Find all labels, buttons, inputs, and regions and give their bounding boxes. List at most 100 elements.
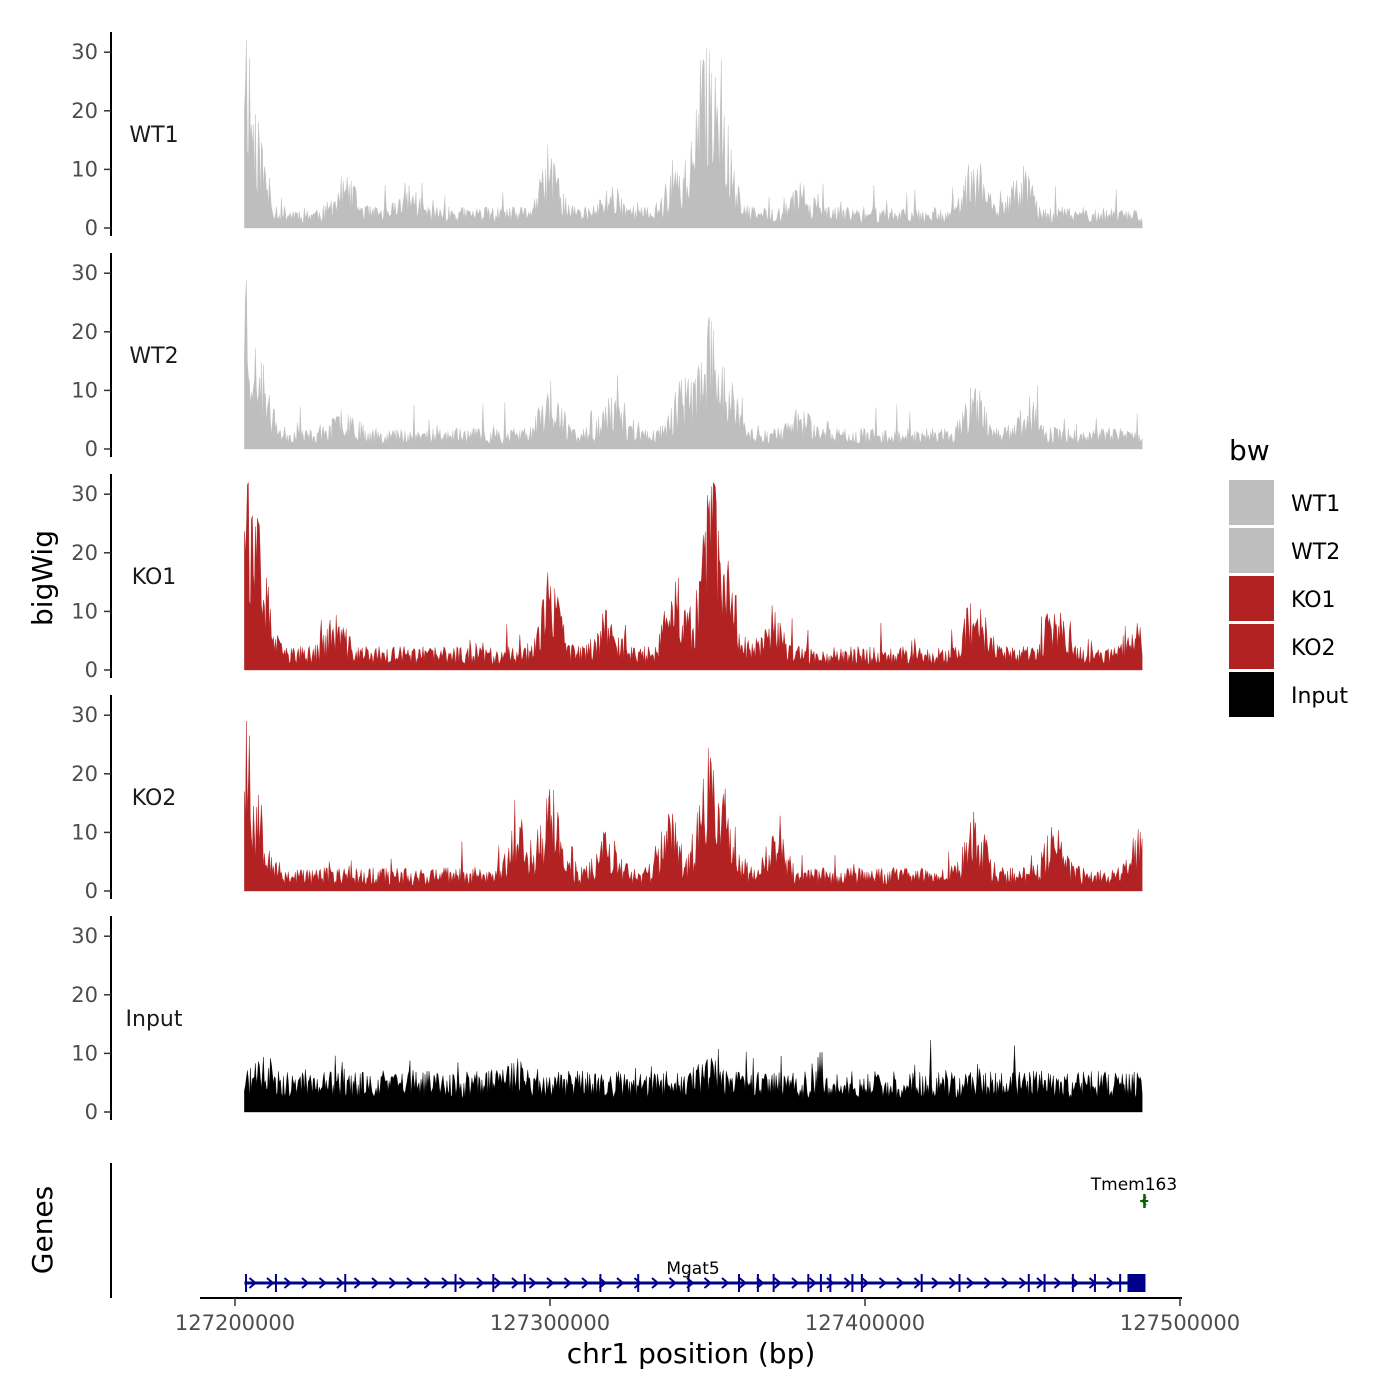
track-label-ko2: KO2 — [132, 786, 177, 811]
exon — [637, 1274, 640, 1292]
strand-arrow — [913, 1277, 923, 1289]
legend-key-wt1 — [1229, 480, 1274, 525]
exon — [920, 1274, 923, 1292]
strand-arrow — [651, 1277, 660, 1289]
strand-arrow — [948, 1277, 958, 1289]
strand-arrow — [598, 1277, 608, 1289]
track-label-ko1: KO1 — [132, 565, 177, 590]
panel-ko2: 0 10 20 30 KO2 — [71, 695, 1143, 903]
strand-arrow — [843, 1277, 853, 1289]
y-tick-label: 10 — [71, 378, 98, 402]
exon — [274, 1274, 277, 1292]
legend-label: WT1 — [1291, 492, 1340, 517]
x-axis: chr1 position (bp) 127200000 127300000 127… — [175, 1297, 1240, 1370]
strand-arrow — [441, 1277, 450, 1289]
strand-arrow — [546, 1277, 555, 1289]
strand-arrow — [773, 1277, 783, 1289]
exon — [687, 1274, 690, 1292]
panel-input: 0 10 20 30 Input — [71, 916, 1143, 1124]
strand-arrow — [528, 1277, 538, 1289]
strand-arrow — [1071, 1277, 1080, 1289]
strand-arrow — [966, 1277, 975, 1289]
strand-arrow — [1053, 1277, 1063, 1289]
strand-arrow — [493, 1277, 503, 1289]
x-tick-label: 127300000 — [490, 1311, 610, 1335]
y-tick-label: 20 — [71, 320, 98, 344]
exon — [860, 1274, 863, 1292]
legend-title: bw — [1229, 434, 1270, 467]
strand-arrow — [668, 1277, 678, 1289]
y-tick-label: 10 — [71, 157, 98, 181]
y-tick-label: 30 — [71, 40, 98, 64]
strand-arrow — [1141, 1196, 1147, 1206]
gene-mgat5: Mgat5 — [244, 1259, 1146, 1292]
genes-track-title: Genes — [26, 1186, 59, 1274]
signal-area-wt2 — [244, 279, 1143, 450]
strand-arrow — [861, 1277, 870, 1289]
strand-arrow — [511, 1277, 520, 1289]
strand-arrow — [1001, 1277, 1010, 1289]
y-tick-label: 30 — [71, 924, 98, 948]
exon — [1119, 1274, 1122, 1292]
x-tick-label: 127500000 — [1120, 1311, 1240, 1335]
y-tick-label: 10 — [71, 599, 98, 623]
panel-wt1: 0 10 20 30 WT1 — [71, 32, 1143, 240]
exon — [958, 1274, 961, 1292]
strand-arrow — [1036, 1277, 1045, 1289]
strand-arrow — [563, 1277, 573, 1289]
y-tick-label: 30 — [71, 482, 98, 506]
track-label-input: Input — [126, 1007, 183, 1032]
genes-track: Genes Mgat5 Tmem163 — [26, 1163, 1177, 1298]
signal-panels: 0 10 20 30 WT1 0 10 20 30 WT2 0 10 20 30 KO1 0 10 20 30 KO2… — [71, 32, 1143, 1124]
legend-label: KO1 — [1291, 588, 1336, 613]
strand-arrow — [931, 1277, 940, 1289]
strand-arrow — [371, 1277, 380, 1289]
strand-arrow — [388, 1277, 398, 1289]
strand-arrow — [738, 1277, 748, 1289]
y-tick-label: 20 — [71, 762, 98, 786]
strand-arrow — [756, 1277, 765, 1289]
strand-arrow — [808, 1277, 818, 1289]
exon — [819, 1274, 822, 1292]
strand-arrow — [703, 1277, 713, 1289]
exon — [772, 1274, 775, 1292]
legend-key-ko2 — [1229, 624, 1274, 669]
y-tick-label: 0 — [85, 437, 98, 461]
y-tick-label: 10 — [71, 820, 98, 844]
legend-label: KO2 — [1291, 636, 1336, 661]
strand-arrow — [878, 1277, 888, 1289]
exon — [1093, 1274, 1096, 1292]
signal-area-wt1 — [244, 40, 1143, 229]
exon — [1043, 1274, 1046, 1292]
legend-label: Input — [1291, 684, 1348, 709]
strand-arrow — [581, 1277, 590, 1289]
gene-label: Tmem163 — [1090, 1175, 1177, 1195]
strand-arrow — [616, 1277, 625, 1289]
panel-ko1: 0 10 20 30 KO1 — [71, 474, 1143, 682]
strand-arrow — [406, 1277, 415, 1289]
exon — [1071, 1274, 1074, 1292]
strand-arrow — [458, 1277, 468, 1289]
exon — [344, 1274, 347, 1292]
y-tick-label: 10 — [71, 1041, 98, 1065]
strand-arrow — [896, 1277, 905, 1289]
gene-tmem163: Tmem163 — [1090, 1175, 1177, 1208]
y-tick-label: 20 — [71, 983, 98, 1007]
strand-arrow — [791, 1277, 800, 1289]
legend: bw WT1 WT2 KO1 KO2 Input — [1229, 434, 1348, 717]
strand-arrow — [1018, 1277, 1028, 1289]
exon — [1143, 1194, 1146, 1208]
y-tick-label: 30 — [71, 261, 98, 285]
x-axis-title: chr1 position (bp) — [567, 1337, 816, 1370]
y-tick-label: 0 — [85, 658, 98, 682]
strand-arrow — [721, 1277, 730, 1289]
panel-wt2: 0 10 20 30 WT2 — [71, 253, 1143, 461]
strand-arrow — [336, 1277, 345, 1289]
x-tick-label: 127400000 — [805, 1311, 925, 1335]
y-axis-title: bigWig — [26, 530, 59, 626]
strand-arrow — [633, 1277, 643, 1289]
strand-arrow — [353, 1277, 363, 1289]
y-tick-label: 0 — [85, 1100, 98, 1124]
exon — [807, 1274, 810, 1292]
